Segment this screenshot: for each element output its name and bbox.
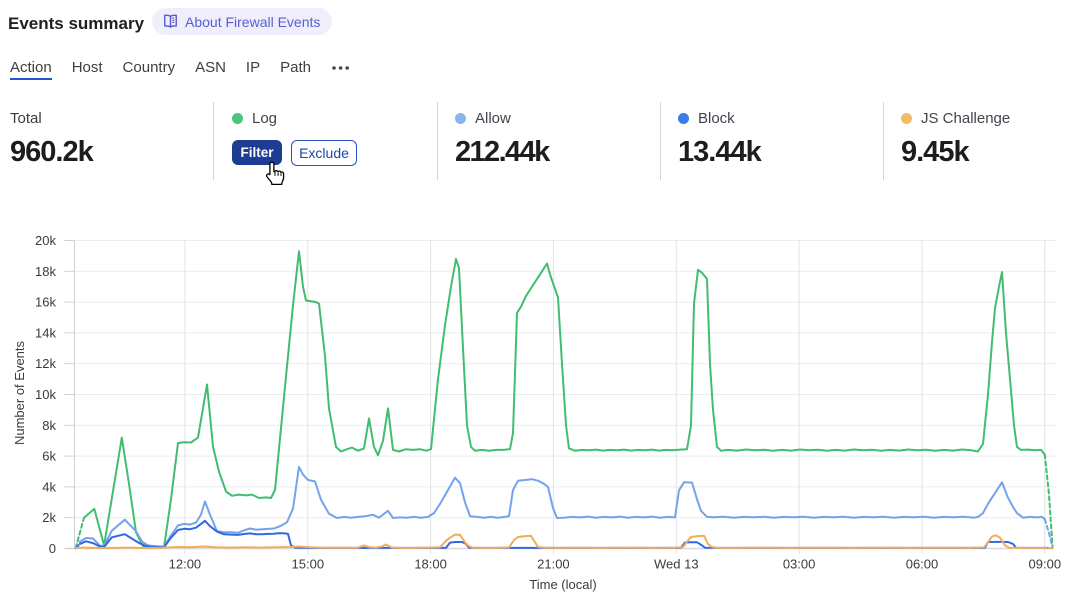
svg-text:16k: 16k [35, 295, 56, 310]
svg-text:12:00: 12:00 [169, 557, 202, 572]
svg-text:12k: 12k [35, 356, 56, 371]
svg-text:18:00: 18:00 [414, 557, 447, 572]
svg-text:06:00: 06:00 [906, 557, 939, 572]
svg-text:20k: 20k [35, 233, 56, 248]
svg-text:6k: 6k [42, 449, 56, 464]
svg-text:Wed 13: Wed 13 [654, 557, 699, 572]
svg-text:Number of Events: Number of Events [12, 340, 27, 445]
svg-text:15:00: 15:00 [292, 557, 325, 572]
svg-text:14k: 14k [35, 325, 56, 340]
svg-text:0: 0 [49, 541, 56, 556]
svg-text:18k: 18k [35, 264, 56, 279]
svg-text:03:00: 03:00 [783, 557, 816, 572]
svg-text:2k: 2k [42, 510, 56, 525]
svg-text:09:00: 09:00 [1029, 557, 1062, 572]
svg-text:10k: 10k [35, 387, 56, 402]
svg-text:8k: 8k [42, 418, 56, 433]
svg-text:Time (local): Time (local) [529, 577, 596, 592]
svg-text:21:00: 21:00 [537, 557, 570, 572]
svg-text:4k: 4k [42, 479, 56, 494]
